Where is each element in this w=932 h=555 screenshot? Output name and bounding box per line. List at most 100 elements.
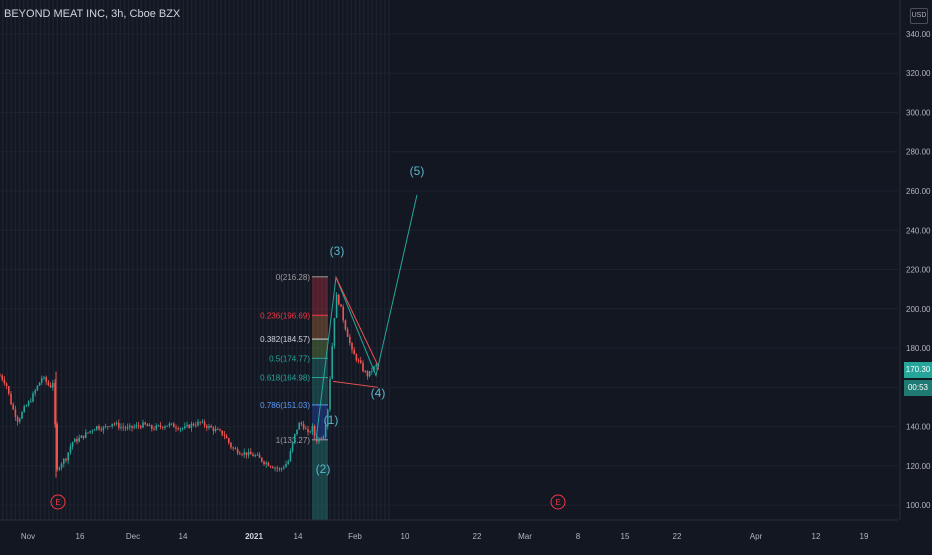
- session-band: [191, 0, 193, 520]
- wave-path: [315, 194, 418, 441]
- candle-body: [142, 422, 144, 428]
- x-tick-label: 19: [860, 532, 869, 541]
- candle-body: [236, 449, 239, 454]
- elliott-wave-label: (5): [410, 164, 425, 178]
- candle-body: [93, 429, 96, 431]
- candle-body: [30, 401, 32, 403]
- candle-body: [254, 455, 256, 457]
- candle-body: [144, 422, 146, 425]
- session-band: [241, 0, 243, 520]
- fib-zone-band: [312, 377, 328, 405]
- y-tick-label: 200.00: [906, 305, 931, 314]
- session-band: [136, 0, 138, 520]
- session-band: [296, 0, 298, 520]
- earnings-marker-label: E: [555, 498, 560, 507]
- y-tick-label: 320.00: [906, 69, 931, 78]
- session-band: [224, 0, 226, 520]
- earnings-marker[interactable]: E: [550, 494, 566, 510]
- candle-body: [146, 424, 149, 427]
- candle-body: [36, 385, 39, 391]
- candle-body: [151, 425, 153, 429]
- candle-body: [331, 345, 333, 379]
- candle-body: [318, 438, 320, 442]
- candle-body: [256, 454, 259, 456]
- session-band: [6, 0, 8, 520]
- candle-body: [133, 426, 135, 428]
- candle-body: [82, 435, 85, 438]
- candle-body: [12, 404, 14, 410]
- candle-body: [177, 428, 179, 430]
- candle-body: [364, 371, 366, 373]
- y-tick-label: 180.00: [906, 344, 931, 353]
- candle-body: [153, 428, 155, 430]
- candle-body: [302, 424, 305, 429]
- session-band: [266, 0, 268, 520]
- x-tick-label: 22: [673, 532, 682, 541]
- earnings-icon: [550, 494, 566, 510]
- fib-zone-band: [312, 404, 328, 440]
- session-band: [262, 0, 264, 520]
- session-band: [182, 0, 184, 520]
- session-band: [86, 0, 88, 520]
- candle-body: [27, 401, 30, 406]
- candle-body: [324, 425, 327, 438]
- session-band: [291, 0, 294, 520]
- session-band: [31, 0, 33, 520]
- fib-level-label: 0.382(184.57): [260, 335, 310, 344]
- session-band: [165, 0, 168, 520]
- y-tick-label: 300.00: [906, 108, 931, 117]
- session-band: [73, 0, 75, 520]
- candle-body: [98, 426, 100, 430]
- candle-body: [269, 466, 272, 467]
- candle-body: [5, 383, 8, 387]
- candle-body: [230, 442, 232, 448]
- candle-body: [96, 426, 98, 430]
- candle-body: [21, 411, 23, 419]
- session-band: [10, 0, 12, 520]
- candle-body: [351, 343, 353, 350]
- session-band: [283, 0, 285, 520]
- candle-body: [340, 304, 342, 307]
- candle-body: [45, 377, 47, 382]
- session-band: [367, 0, 369, 520]
- session-band: [199, 0, 201, 520]
- candle-body: [349, 336, 351, 344]
- candle-body: [78, 437, 80, 442]
- candle-body: [263, 461, 265, 465]
- session-band: [39, 0, 42, 520]
- session-band: [270, 0, 273, 520]
- candle-body: [54, 382, 56, 425]
- candle-body: [148, 425, 151, 427]
- session-band: [207, 0, 210, 520]
- session-band: [228, 0, 231, 520]
- currency-button[interactable]: USD: [910, 8, 928, 24]
- x-tick-label: 15: [621, 532, 630, 541]
- session-band: [81, 0, 84, 520]
- candle-body: [41, 378, 43, 383]
- session-band: [350, 0, 352, 520]
- candle-body: [366, 371, 369, 377]
- session-band: [161, 0, 163, 520]
- candle-body: [104, 426, 107, 428]
- candle-body: [85, 432, 87, 438]
- candle-body: [258, 454, 261, 458]
- candle-body: [162, 426, 164, 428]
- candle-body: [338, 294, 340, 305]
- x-tick-label: Dec: [126, 532, 140, 541]
- candle-body: [16, 416, 19, 422]
- candle-body: [115, 422, 118, 425]
- candle-body: [131, 425, 133, 428]
- session-band: [18, 0, 21, 520]
- candle-body: [87, 432, 89, 434]
- candle-body: [353, 349, 355, 355]
- candle-body: [109, 426, 111, 427]
- earnings-marker[interactable]: E: [50, 494, 66, 510]
- candle-body: [276, 467, 278, 469]
- session-band: [35, 0, 37, 520]
- candle-body: [265, 462, 267, 465]
- session-band: [77, 0, 79, 520]
- session-band: [178, 0, 180, 520]
